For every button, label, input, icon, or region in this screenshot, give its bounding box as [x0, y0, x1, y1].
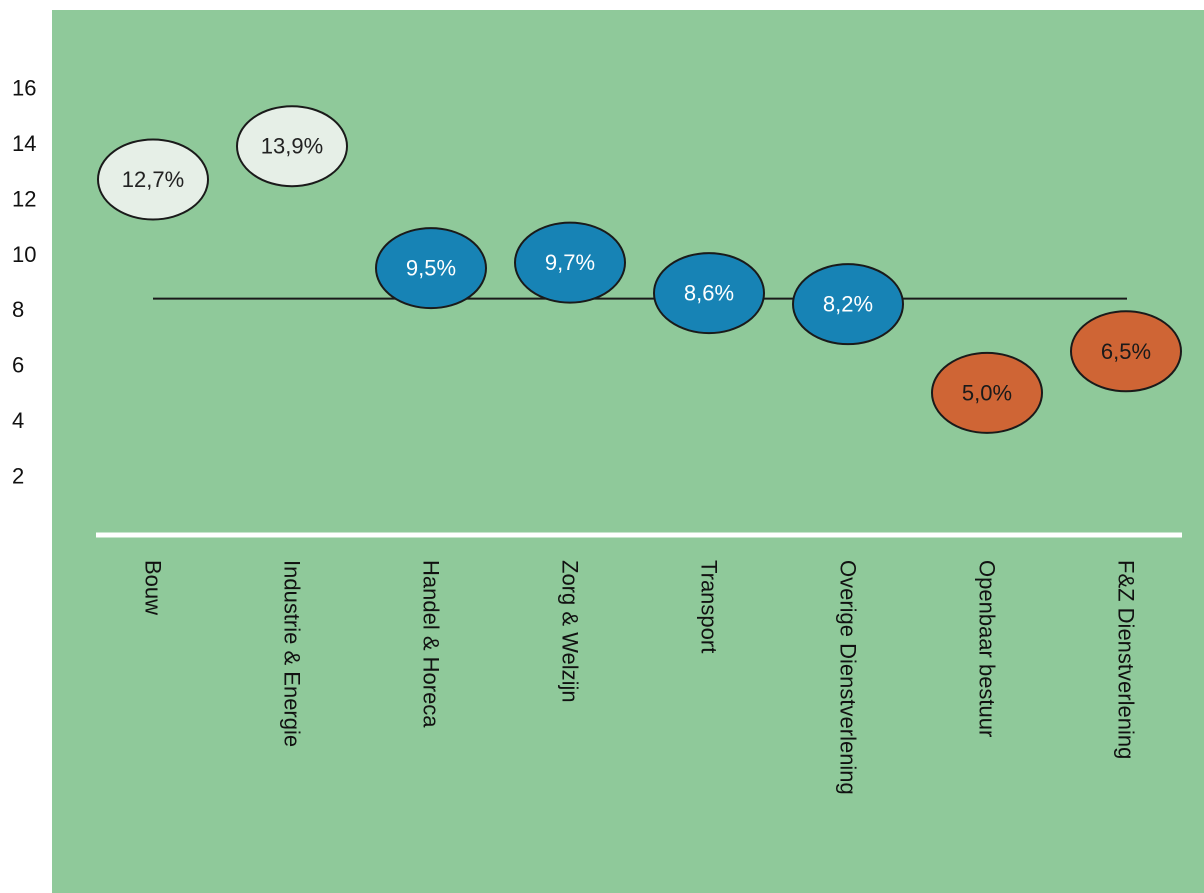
y-tick-label: 14: [12, 131, 36, 156]
x-category-label: F&Z Dienstverlening: [1114, 560, 1139, 759]
y-tick-label: 4: [12, 408, 24, 433]
x-category-label: Bouw: [141, 560, 166, 615]
y-tick-label: 6: [12, 353, 24, 378]
data-label: 9,7%: [545, 250, 595, 275]
data-label: 13,9%: [261, 134, 323, 159]
data-bubbles: 12,7% 13,9% 9,5% 9,7% 8,6% 8,2% 5,0% 6,5%: [97, 105, 1182, 434]
y-tick-label: 12: [12, 186, 36, 211]
data-bubble: [514, 221, 626, 304]
data-bubble: [931, 351, 1043, 434]
data-point: 13,9%: [236, 105, 348, 188]
data-bubble: [375, 227, 487, 310]
plot-background: [52, 10, 1204, 893]
x-category-label: Transport: [697, 560, 722, 653]
y-tick-label: 8: [12, 297, 24, 322]
x-category-label: Overige Dienstverlening: [836, 560, 861, 795]
x-category-label: Zorg & Welzijn: [558, 560, 583, 703]
x-category-label: Industrie & Energie: [280, 560, 305, 747]
data-point: 5,0%: [931, 351, 1043, 434]
data-bubble: [236, 105, 348, 188]
x-axis-category-labels: Bouw Industrie & Energie Handel & Horeca Zo…: [141, 560, 1139, 795]
data-bubble: [97, 138, 209, 221]
data-point: 6,5%: [1070, 310, 1182, 393]
data-label: 9,5%: [406, 256, 456, 281]
data-point: 8,6%: [653, 252, 765, 335]
data-point: 12,7%: [97, 138, 209, 221]
y-tick-label: 16: [12, 76, 36, 101]
data-point: 9,5%: [375, 227, 487, 310]
data-label: 6,5%: [1101, 339, 1151, 364]
data-label: 8,2%: [823, 292, 873, 317]
data-bubble: [653, 252, 765, 335]
x-category-label: Handel & Horeca: [419, 560, 444, 728]
data-bubble: [792, 263, 904, 346]
data-label: 5,0%: [962, 380, 1012, 405]
data-label: 12,7%: [122, 167, 184, 192]
data-bubble: [1070, 310, 1182, 393]
data-label: 8,6%: [684, 281, 734, 306]
y-tick-label: 2: [12, 464, 24, 489]
data-point: 9,7%: [514, 221, 626, 304]
data-point: 8,2%: [792, 263, 904, 346]
y-tick-label: 10: [12, 242, 36, 267]
x-category-label: Openbaar bestuur: [975, 560, 1000, 737]
y-axis: 2 4 6 8 10 12 14 16: [12, 76, 36, 489]
